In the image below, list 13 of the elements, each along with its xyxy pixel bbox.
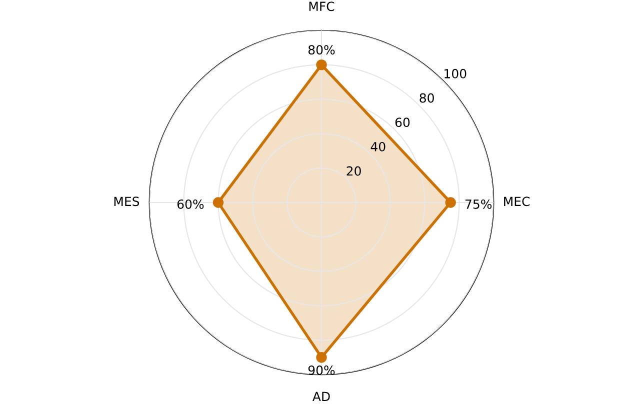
spoke-label: MFC bbox=[309, 2, 334, 12]
spoke-label: AD bbox=[312, 392, 330, 401]
data-label: 60% bbox=[177, 199, 204, 209]
data-label: 80% bbox=[308, 45, 335, 55]
data-label: 90% bbox=[308, 365, 335, 375]
y-tick-label: 40 bbox=[370, 142, 386, 152]
spoke-label: MES bbox=[114, 196, 140, 206]
y-tick-label: 80 bbox=[420, 93, 434, 103]
y-tick-label: 60 bbox=[395, 118, 410, 128]
y-tick-label: 20 bbox=[346, 166, 361, 176]
data-label: 75% bbox=[466, 199, 492, 209]
y-tick-label: 100 bbox=[444, 68, 466, 78]
spoke-label: MEC bbox=[504, 196, 530, 206]
